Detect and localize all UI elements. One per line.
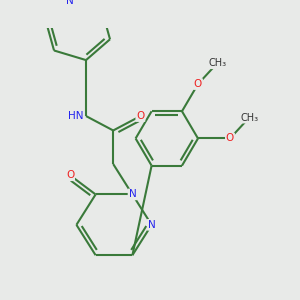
Text: O: O <box>66 170 74 180</box>
Text: O: O <box>136 111 145 121</box>
Text: CH₃: CH₃ <box>240 113 258 123</box>
Text: N: N <box>66 0 74 6</box>
Text: O: O <box>194 79 202 89</box>
Text: O: O <box>226 134 234 143</box>
Text: N: N <box>128 189 136 200</box>
Text: N: N <box>148 220 155 230</box>
Text: HN: HN <box>68 111 83 121</box>
Text: CH₃: CH₃ <box>208 58 226 68</box>
